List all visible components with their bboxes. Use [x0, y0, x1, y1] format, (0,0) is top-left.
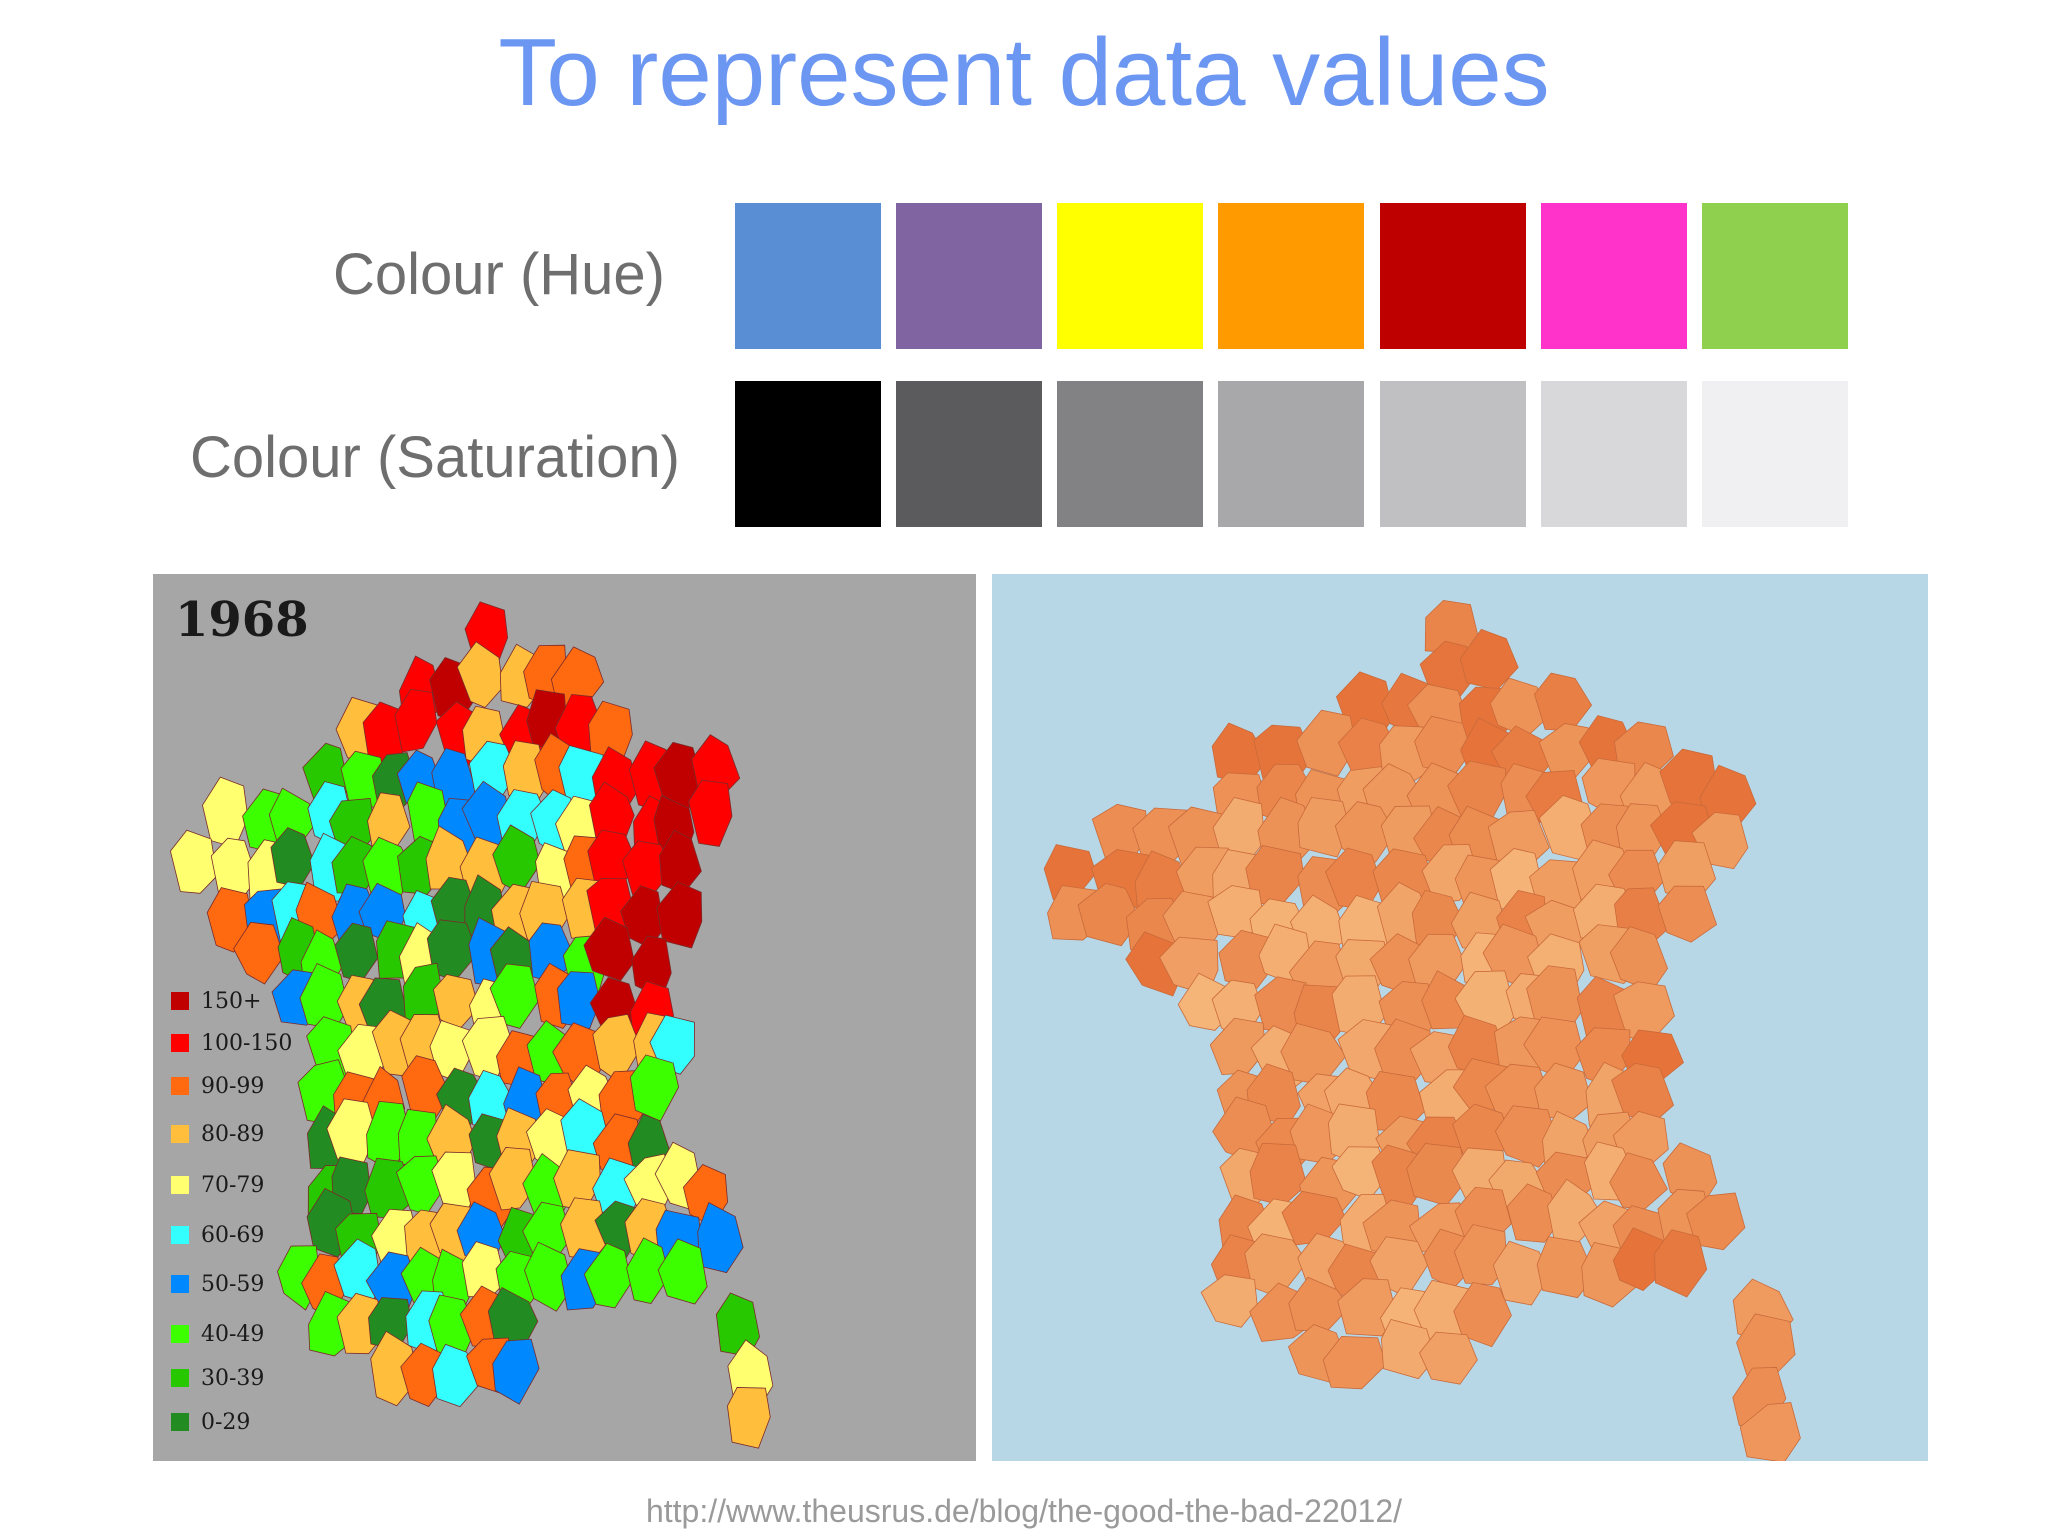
legend-item: 30-39: [171, 1363, 264, 1393]
department-region: [1297, 797, 1351, 858]
hue-row-label: Colour (Hue): [333, 242, 665, 307]
department-region: [1296, 709, 1357, 777]
department-region: [169, 829, 218, 894]
department-region: [656, 881, 703, 949]
department-region: [688, 779, 733, 847]
department-region: [1453, 1224, 1508, 1286]
saturation-swatch-4: [1218, 381, 1364, 527]
department-region: [626, 1237, 670, 1304]
legend-item: 60-69: [171, 1220, 264, 1250]
hue-swatch-6: [1541, 203, 1687, 349]
saturation-row-label: Colour (Saturation): [190, 425, 680, 490]
department-region: [557, 971, 601, 1030]
department-region: [629, 1054, 680, 1122]
department-region: [1374, 1018, 1432, 1081]
department-region: [1200, 1274, 1258, 1328]
legend-swatch: [171, 1077, 189, 1095]
department-region: [489, 963, 540, 1029]
department-region: [233, 921, 285, 985]
legend-swatch: [171, 1226, 189, 1244]
legend-label: 50-59: [201, 1271, 265, 1297]
saturation-map-regions: [1043, 599, 1801, 1461]
department-region: [370, 1330, 419, 1407]
legend-swatch: [171, 1369, 189, 1387]
department-region: [1419, 1331, 1478, 1385]
legend-item: 80-89: [171, 1119, 264, 1149]
department-region: [432, 1343, 480, 1408]
department-region: [1334, 801, 1397, 863]
saturation-swatch-6: [1541, 381, 1687, 527]
legend-swatch: [171, 1275, 189, 1293]
legend-label: 60-69: [201, 1222, 265, 1248]
france-hue-map: [153, 574, 976, 1461]
department-region: [657, 1238, 708, 1305]
department-region: [1453, 1281, 1512, 1348]
legend-item: 40-49: [171, 1319, 264, 1349]
department-region: [1654, 1229, 1708, 1298]
department-region: [1686, 1192, 1746, 1251]
department-region: [727, 1387, 771, 1449]
legend-swatch: [171, 1125, 189, 1143]
legend-label: 150+: [201, 988, 262, 1014]
saturation-swatch-2: [896, 381, 1042, 527]
department-region: [1380, 1319, 1436, 1380]
department-region: [456, 641, 504, 709]
department-region: [697, 1201, 744, 1274]
department-region: [394, 688, 438, 753]
legend-item: 90-99: [171, 1071, 264, 1101]
legend-swatch: [171, 992, 189, 1010]
department-region: [1506, 1183, 1559, 1243]
legend-label: 80-89: [201, 1121, 265, 1147]
legend-swatch: [171, 1176, 189, 1194]
hue-swatch-5: [1380, 203, 1526, 349]
saturation-swatch-5: [1380, 381, 1526, 527]
france-saturation-map: [992, 574, 1928, 1461]
legend-item: 50-59: [171, 1269, 264, 1299]
legend-label: 30-39: [201, 1365, 265, 1391]
saturation-swatch-7: [1702, 381, 1848, 527]
legend-item: 0-29: [171, 1407, 250, 1437]
source-url: http://www.theusrus.de/blog/the-good-the…: [645, 1493, 1403, 1529]
department-region: [1536, 1236, 1596, 1299]
hue-swatch-4: [1218, 203, 1364, 349]
hue-swatch-3: [1057, 203, 1203, 349]
department-region: [492, 1338, 540, 1405]
department-region: [524, 1241, 574, 1312]
hue-swatch-1: [735, 203, 881, 349]
hue-map-regions: [169, 601, 774, 1449]
department-region: [1494, 1105, 1559, 1168]
slide-title: To represent data values: [498, 19, 1550, 126]
department-region: [1739, 1402, 1801, 1461]
legend-swatch: [171, 1034, 189, 1052]
legend-swatch: [171, 1413, 189, 1431]
saturation-swatch-3: [1057, 381, 1203, 527]
department-region: [1492, 1240, 1552, 1306]
map-year-label: 1968: [175, 592, 309, 648]
france-hue-map-panel: 1968 150+ 100-150 90-99 80-89 70-79 60-69 50-5…: [153, 574, 976, 1461]
department-region: [583, 916, 635, 982]
legend-item: 150+: [171, 986, 261, 1016]
department-region: [1657, 885, 1718, 943]
hue-swatch-7: [1702, 203, 1848, 349]
legend-label: 40-49: [201, 1321, 265, 1347]
legend-label: 70-79: [201, 1172, 265, 1198]
department-region: [1077, 882, 1141, 947]
saturation-swatch-1: [735, 381, 881, 527]
legend-label: 100-150: [201, 1030, 293, 1056]
legend-item: 100-150: [171, 1028, 292, 1058]
france-saturation-map-panel: [992, 574, 1928, 1461]
department-region: [206, 887, 253, 953]
department-region: [583, 1242, 632, 1309]
legend-swatch: [171, 1325, 189, 1343]
department-region: [488, 1147, 538, 1211]
legend-label: 0-29: [201, 1409, 251, 1435]
legend-label: 90-99: [201, 1073, 265, 1099]
legend-item: 70-79: [171, 1170, 264, 1200]
hue-swatch-2: [896, 203, 1042, 349]
department-region: [1322, 1336, 1387, 1390]
